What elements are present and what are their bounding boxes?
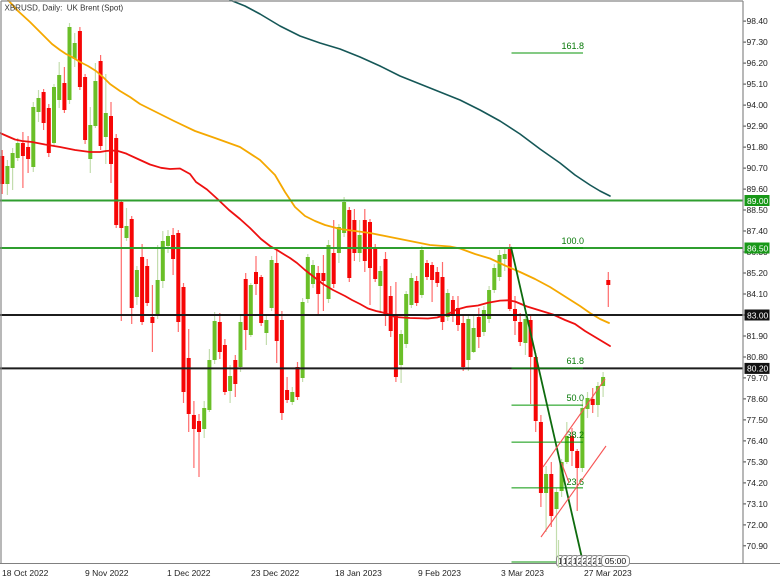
svg-text:1: 1 — [563, 556, 568, 566]
svg-text:80.20: 80.20 — [747, 364, 769, 374]
svg-text:74.20: 74.20 — [747, 478, 769, 488]
svg-text:23 Dec 2022: 23 Dec 2022 — [251, 568, 299, 578]
svg-text:161.8: 161.8 — [561, 41, 584, 51]
svg-text:18 Jan 2023: 18 Jan 2023 — [335, 568, 382, 578]
svg-text:97.30: 97.30 — [747, 37, 769, 47]
svg-text:70.90: 70.90 — [747, 541, 769, 551]
svg-text:2: 2 — [588, 556, 593, 566]
svg-text:81.90: 81.90 — [747, 331, 769, 341]
svg-text:75.30: 75.30 — [747, 457, 769, 467]
svg-text:9 Nov 2022: 9 Nov 2022 — [85, 568, 129, 578]
svg-text:85.20: 85.20 — [747, 268, 769, 278]
svg-text:87.40: 87.40 — [747, 226, 769, 236]
svg-text:89.00: 89.00 — [747, 196, 769, 206]
svg-text:73.10: 73.10 — [747, 499, 769, 509]
svg-text:61.8: 61.8 — [566, 356, 584, 366]
svg-text:96.20: 96.20 — [747, 58, 769, 68]
svg-text:83.00: 83.00 — [747, 310, 769, 320]
svg-text:78.60: 78.60 — [747, 394, 769, 404]
svg-text:27 Mar 2023: 27 Mar 2023 — [584, 568, 632, 578]
svg-text:100.0: 100.0 — [561, 236, 584, 246]
svg-text:1 Dec 2022: 1 Dec 2022 — [167, 568, 211, 578]
svg-text:2: 2 — [568, 556, 573, 566]
svg-text:77.50: 77.50 — [747, 415, 769, 425]
svg-text:94.00: 94.00 — [747, 100, 769, 110]
svg-text:2: 2 — [583, 556, 588, 566]
svg-text:1: 1 — [558, 556, 563, 566]
svg-text:1: 1 — [597, 556, 602, 566]
svg-text:XBRUSD, Daily: UK Brent (Spot: XBRUSD, Daily: UK Brent (Spot) — [5, 4, 124, 13]
svg-text:76.40: 76.40 — [747, 436, 769, 446]
svg-text:05:00: 05:00 — [605, 556, 627, 566]
svg-text:9 Feb 2023: 9 Feb 2023 — [418, 568, 461, 578]
svg-text:72.00: 72.00 — [747, 520, 769, 530]
svg-text:79.70: 79.70 — [747, 373, 769, 383]
svg-text:50.0: 50.0 — [566, 393, 584, 403]
svg-text:80.80: 80.80 — [747, 352, 769, 362]
svg-text:95.10: 95.10 — [747, 79, 769, 89]
svg-text:98.40: 98.40 — [747, 16, 769, 26]
svg-text:88.50: 88.50 — [747, 205, 769, 215]
svg-text:84.10: 84.10 — [747, 289, 769, 299]
svg-text:18 Oct 2022: 18 Oct 2022 — [2, 568, 49, 578]
svg-text:1: 1 — [573, 556, 578, 566]
svg-text:2: 2 — [592, 556, 597, 566]
svg-text:86.50: 86.50 — [747, 243, 769, 253]
svg-text:91.80: 91.80 — [747, 142, 769, 152]
svg-text:2: 2 — [578, 556, 583, 566]
svg-text:23.6: 23.6 — [566, 477, 584, 487]
svg-text:92.90: 92.90 — [747, 121, 769, 131]
svg-text:90.70: 90.70 — [747, 163, 769, 173]
svg-text:89.60: 89.60 — [747, 184, 769, 194]
svg-text:38.2: 38.2 — [566, 430, 584, 440]
svg-text:3 Mar 2023: 3 Mar 2023 — [501, 568, 544, 578]
